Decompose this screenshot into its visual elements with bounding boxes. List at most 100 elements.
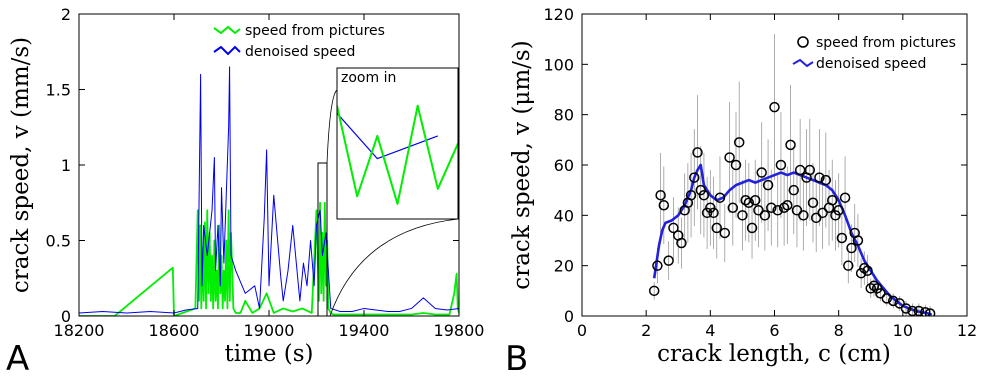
panel-b-data-point — [836, 232, 848, 244]
panel-b-x-axis-label: crack length, c (cm) — [657, 341, 891, 367]
zoom-connector-upper — [326, 89, 338, 164]
panel-a-x-tick-label-0: 18200 — [54, 321, 105, 340]
panel-b-data-point — [846, 242, 857, 254]
panel-b-data-point — [769, 101, 780, 113]
zoom-inset-frame — [336, 67, 459, 220]
panel-b-data-point — [692, 147, 703, 158]
panel-b-y-tick-label-6: 120 — [543, 5, 574, 24]
panel-b-data-point — [737, 210, 748, 221]
panel-b-data-point — [724, 152, 735, 163]
panel-a-y-axis-label: crack speed, v (mm/s) — [8, 37, 34, 293]
panel-b-x-tick-label-3: 6 — [769, 321, 779, 340]
panel-b-x-tick-label-1: 2 — [641, 321, 651, 340]
panel-b-data-point — [833, 205, 844, 216]
panel-b-data-point — [711, 222, 722, 234]
panel-b-plot-frame — [581, 13, 968, 317]
panel-a-x-tick-label-3: 19400 — [339, 321, 390, 340]
panel-a-x-tick-label-4: 19800 — [434, 321, 485, 340]
legend-label-speed-from-pictures: speed from pictures — [245, 23, 385, 39]
panel-b-data-point — [839, 192, 851, 203]
panel-b-data-point — [753, 205, 764, 216]
panel-b-y-tick-label-2: 40 — [554, 206, 574, 225]
panel-b-x-tick-label-2: 4 — [705, 321, 715, 340]
legend-label-denoised-speed-b: denoised speed — [816, 56, 926, 72]
panel-a-y-tick-label-4: 2 — [61, 5, 71, 24]
panel-b-data-point — [907, 305, 918, 316]
panel-b-legend: speed from pictures denoised speed — [792, 35, 956, 72]
panel-b-data-point — [750, 194, 761, 206]
panel-b-data-point — [865, 283, 876, 294]
panel-b-y-tick-label-3: 60 — [554, 156, 574, 175]
zoom-window-box — [317, 162, 328, 317]
panel-b-data-point — [733, 137, 745, 148]
panel-b-data-point — [759, 210, 771, 221]
panel-b-data-point — [820, 174, 832, 186]
panel-b-data-point — [920, 306, 931, 316]
panel-b-data-point — [887, 295, 899, 307]
zoom-inset-background — [337, 68, 458, 219]
panel-a-x-axis-label: time (s) — [224, 341, 313, 367]
panel-a-plot-frame — [78, 13, 460, 317]
legend-label-speed-from-pictures-b: speed from pictures — [816, 35, 956, 51]
legend-marker-speed-from-pictures — [797, 36, 809, 48]
panel-b-data-point — [782, 200, 793, 211]
panel-b-x-tick-label-5: 10 — [893, 321, 913, 340]
panel-b-data-point — [913, 305, 925, 316]
panel-b-data-point — [714, 192, 726, 203]
panel-b-data-point — [772, 205, 783, 216]
panel-a: 18200 18600 19000 19400 19800 0 0.5 1 1.5 2 zoom … — [6, 5, 484, 378]
panel-b-data-point — [814, 172, 825, 183]
panel-b-data-point — [807, 197, 819, 208]
panel-a-legend: speed from pictures denoised speed — [213, 23, 385, 60]
panel-b-data-point — [668, 222, 679, 234]
panel-b-data-point — [727, 202, 739, 214]
panel-b-data-point — [708, 207, 719, 219]
panel-b-data-point — [788, 184, 799, 196]
panel-b-data-point — [746, 222, 758, 234]
panel-b-x-tick-label-4: 8 — [834, 321, 844, 340]
panel-b-x-tick-label-0: 0 — [577, 321, 587, 340]
panel-a-y-tick-label-3: 1.5 — [46, 81, 71, 100]
panel-b-data-point — [698, 189, 710, 201]
panel-b-data-point — [689, 172, 700, 183]
panel-b-data-point — [685, 189, 697, 201]
panel-b-data-point — [791, 205, 803, 216]
panel-b-data-point — [798, 210, 809, 221]
panel-a-label: A — [6, 339, 29, 378]
panel-b-data-point — [900, 303, 912, 314]
panel-a-y-tick-label-2: 1 — [61, 156, 71, 175]
panel-b-data-point — [817, 207, 828, 219]
panel-b-y-tick-label-1: 20 — [554, 257, 574, 276]
panel-a-y-tick-label-1: 0.5 — [46, 232, 71, 251]
panel-b-data-point — [655, 189, 666, 201]
panel-b-y-tick-label-4: 80 — [554, 106, 574, 125]
panel-a-series-line-speed-from-pictures — [79, 201, 459, 316]
panel-b-data-point — [676, 237, 687, 249]
panel-b-data-point — [756, 167, 767, 178]
panel-b-data-point — [875, 288, 886, 299]
panel-b-data-point — [775, 159, 787, 171]
panel-b-data-point — [881, 293, 893, 304]
panel-a-y-tick-label-0: 0 — [61, 307, 71, 326]
panel-b-x-tick-label-6: 12 — [957, 321, 977, 340]
panel-a-x-tick-label-1: 18600 — [149, 321, 200, 340]
panel-b-data-point — [663, 255, 674, 266]
panel-b-label: B — [505, 339, 528, 378]
panel-b-data-point — [766, 202, 777, 214]
panel-b-data-point — [862, 265, 873, 276]
panel-b-data-point — [778, 202, 790, 214]
panel-b-data-point — [648, 285, 660, 297]
zoom-inset-series-line-denoised-speed — [337, 112, 439, 160]
panel-b-data-point — [894, 298, 905, 309]
panel-b-data-point — [859, 262, 870, 274]
panel-a-x-tick-label-2: 19000 — [244, 321, 295, 340]
panel-a-series-line-denoised-speed — [79, 66, 459, 314]
panel-b-series-line-denoised-speed — [652, 163, 933, 316]
panel-b-data-point — [658, 200, 670, 211]
panel-b-data-point — [804, 164, 816, 176]
legend-label-denoised-speed: denoised speed — [245, 44, 355, 60]
panel-b-data-point — [810, 212, 822, 224]
panel-b-data-point — [924, 308, 936, 316]
